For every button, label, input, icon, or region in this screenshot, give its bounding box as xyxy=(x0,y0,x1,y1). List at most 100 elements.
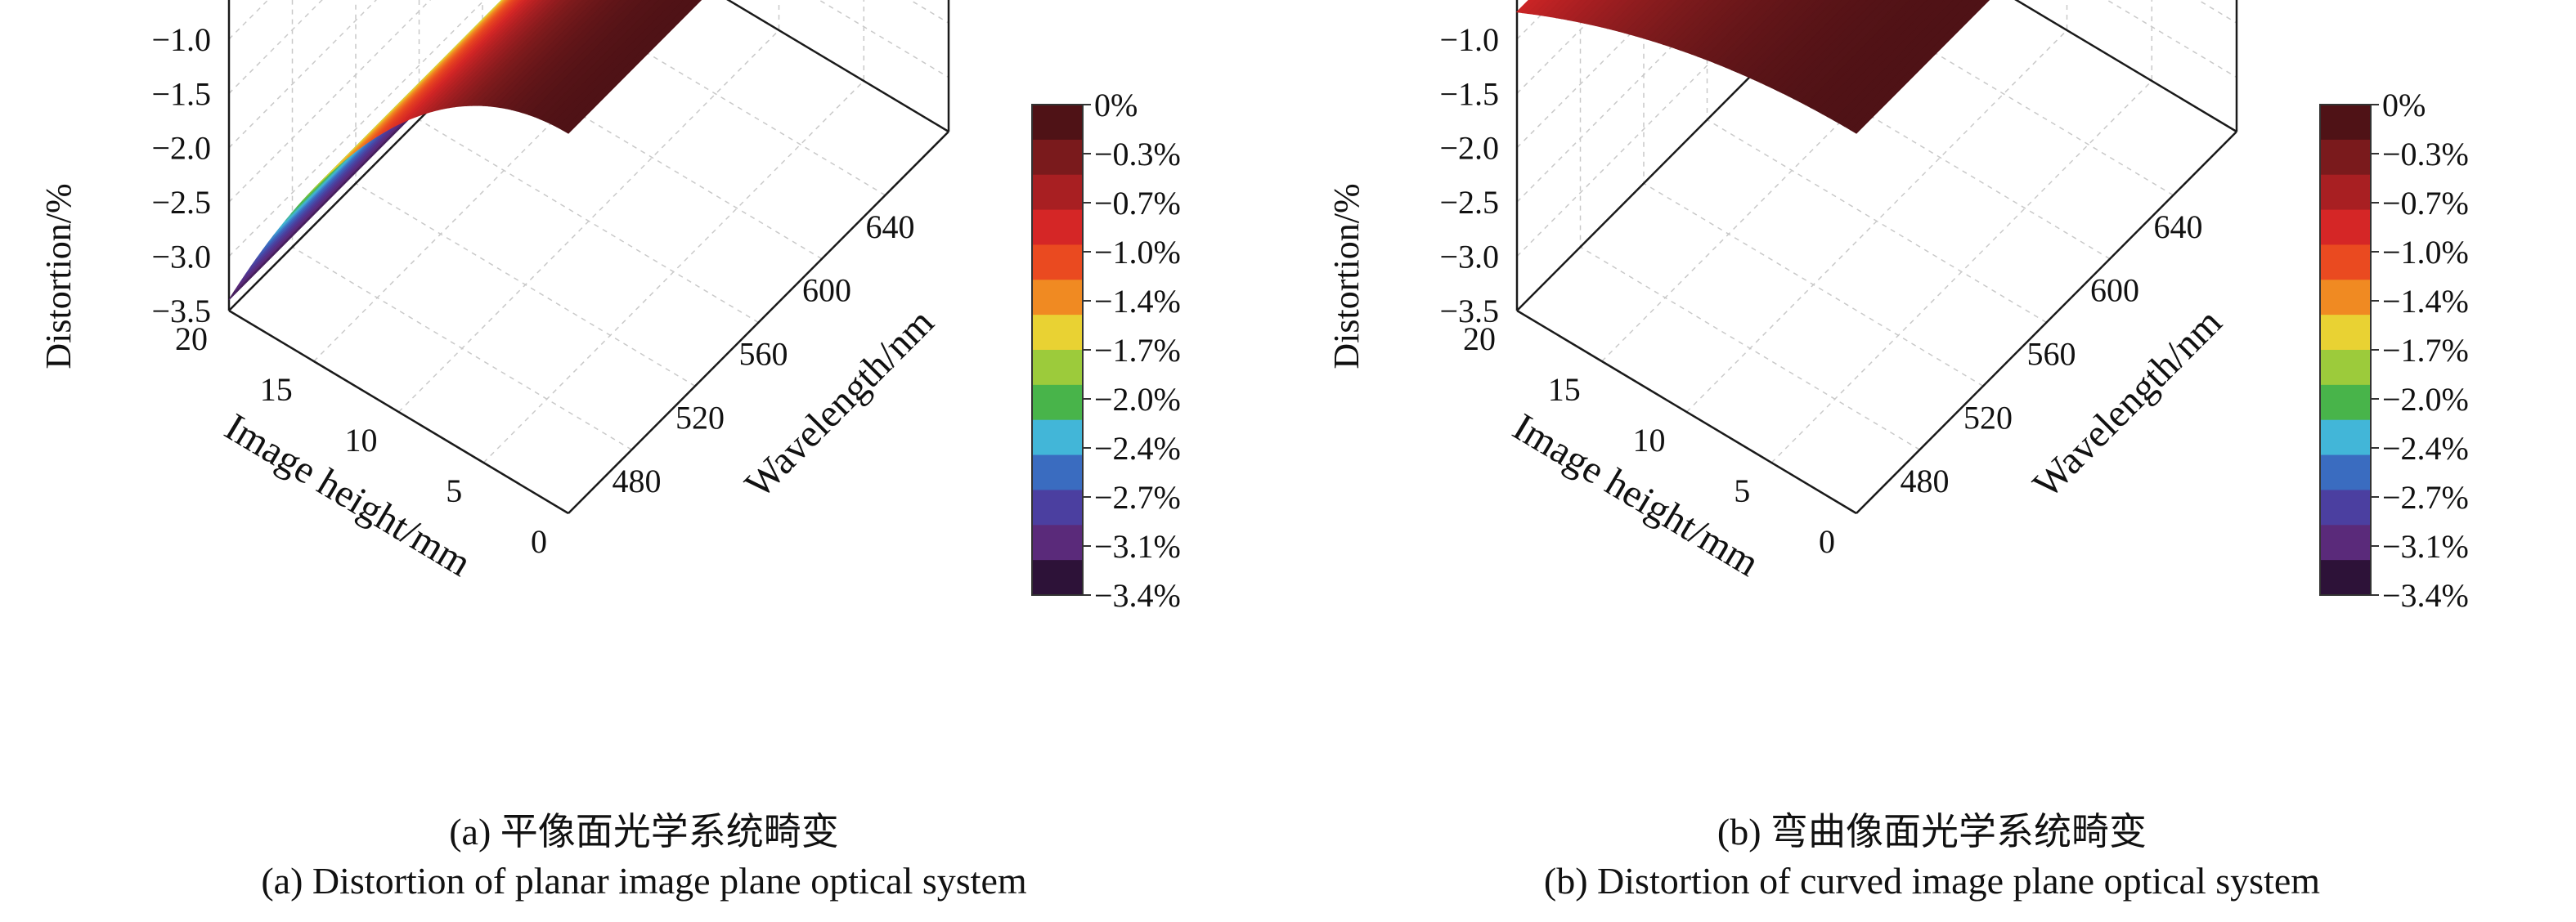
colorbar-label: −1.0% xyxy=(1094,234,1181,271)
colorbar-label: −3.4% xyxy=(2382,577,2469,614)
surface-strip xyxy=(1782,0,1885,97)
colorbar-label: −0.7% xyxy=(1094,185,1181,222)
x-gridline xyxy=(1856,0,2237,514)
colorbar-segment xyxy=(1032,315,1083,351)
colorbar-segment xyxy=(2320,525,2371,561)
surface-strip xyxy=(493,0,608,109)
surface-strip xyxy=(1759,0,1851,86)
colorbar-segment xyxy=(2320,105,2371,141)
surface-strip xyxy=(409,0,533,120)
surface-strip xyxy=(448,0,563,109)
z-tick-label: −2.5 xyxy=(151,184,211,221)
surface-strip xyxy=(1663,0,1717,47)
surface-strip xyxy=(476,0,590,106)
colorbar-label: 0% xyxy=(1094,87,1138,123)
surface-strip xyxy=(1833,0,1963,124)
surface-plot-a: 0 −0.5 −1.0 −1.5 −2.0 −2.5 −3.0 −3.520 15 10 5 0 480… xyxy=(38,0,1181,614)
surface-strip xyxy=(1595,0,1630,28)
surface-strip xyxy=(1606,0,1644,31)
colorbar-segment xyxy=(2320,384,2371,421)
y-tick-label: 600 xyxy=(802,272,851,309)
colorbar-segment xyxy=(1032,105,1083,141)
colorbar-segment xyxy=(2320,350,2371,386)
colorbar-segment xyxy=(2320,209,2371,246)
colorbar-segment xyxy=(1032,174,1083,211)
surface-strip xyxy=(1544,0,1568,18)
surface-strip xyxy=(1827,0,1954,121)
z-tick-labels: 0−0.5−1.0−1.5−2.0−2.5−3.0−3.5 xyxy=(151,0,211,329)
surface-strip xyxy=(1657,0,1709,46)
colorbar-label: −2.0% xyxy=(1094,381,1181,418)
colorbar-segment xyxy=(1032,280,1083,316)
y-tick-label: 600 xyxy=(2090,272,2139,309)
surface-strip xyxy=(1821,0,1945,118)
z-tick-label: −2.0 xyxy=(1439,130,1499,167)
colorbar-label: −1.4% xyxy=(1094,283,1181,320)
colorbar-segment xyxy=(1032,139,1083,176)
surface-strip xyxy=(1787,0,1894,100)
surface-strip xyxy=(487,0,602,108)
surface-strip xyxy=(1651,0,1702,43)
surface-strip xyxy=(1583,0,1616,25)
surface-strip xyxy=(1697,0,1763,60)
x-tick-label: 0 xyxy=(1819,523,1835,560)
colorbar-segment xyxy=(1032,525,1083,561)
surface-strip xyxy=(1629,0,1672,37)
caption-cn-a: (a) 平像面光学系统畸变 xyxy=(449,811,839,853)
y-tick-label: 520 xyxy=(675,399,725,436)
surface-strip xyxy=(1742,0,1827,78)
surface-strip xyxy=(1561,0,1589,20)
colorbar-segment xyxy=(1032,350,1083,386)
surface-strip xyxy=(1719,0,1794,69)
surface-strip xyxy=(1645,0,1694,42)
y-tick-label: 480 xyxy=(613,463,662,499)
surface-strip xyxy=(437,0,553,111)
surface-strip xyxy=(1765,0,1860,88)
surface-strip xyxy=(1515,0,1537,14)
surface-strip xyxy=(398,0,527,125)
y-gridline xyxy=(1845,0,2174,196)
surface-strip xyxy=(1703,0,1770,61)
surface-strip xyxy=(470,0,584,106)
axes-box xyxy=(1515,0,2238,515)
colorbar-label: −3.1% xyxy=(1094,528,1181,565)
surface-strip xyxy=(1685,0,1748,56)
surface-strip xyxy=(1850,0,1990,134)
x-gridline xyxy=(568,0,949,514)
surface-strip xyxy=(556,0,693,131)
z-gridline xyxy=(228,0,949,257)
surface-strip xyxy=(1793,0,1902,103)
surface-strip xyxy=(1668,0,1725,49)
surface-strip xyxy=(1776,0,1877,94)
surface-strip xyxy=(1640,0,1687,40)
axis-edge xyxy=(1516,309,1857,515)
x-tick-label: 10 xyxy=(1633,422,1666,459)
surface-strip xyxy=(1838,0,1972,128)
axis-edge xyxy=(1856,131,2237,514)
colorbar-label: −0.7% xyxy=(2382,185,2469,222)
axes-box xyxy=(227,0,950,515)
colorbar-segment xyxy=(1032,384,1083,421)
surface-strip xyxy=(425,0,545,114)
z-tick-label: −1.5 xyxy=(1439,75,1499,112)
x-tick-label: 0 xyxy=(531,523,547,560)
colorbar-segment xyxy=(1032,419,1083,456)
x-tick-label: 15 xyxy=(260,371,293,408)
surface-strip xyxy=(1730,0,1811,74)
surface-strip xyxy=(1714,0,1787,66)
surface-strip xyxy=(505,0,622,110)
colorbar-label: −1.4% xyxy=(2382,283,2469,320)
surface-strip xyxy=(420,0,541,115)
colorbar-label: −2.7% xyxy=(1094,479,1181,516)
colorbar-label: −1.0% xyxy=(2382,234,2469,271)
surface-strip xyxy=(1810,0,1928,112)
z-gridline xyxy=(228,0,377,149)
surface-strip xyxy=(1815,0,1936,114)
surface-strip xyxy=(442,0,558,110)
colorbar-label: −0.3% xyxy=(2382,136,2469,172)
y-axis-label: Wavelength/nm xyxy=(2025,301,2230,507)
colorbar: 0% −0.3% −0.7% −1.0% −1.4% −1.7% −2.0% −2.4% −2.… xyxy=(1031,87,1181,614)
surface-strip xyxy=(1600,0,1637,29)
colorbar-segment xyxy=(1032,490,1083,526)
surface-strip xyxy=(454,0,568,108)
